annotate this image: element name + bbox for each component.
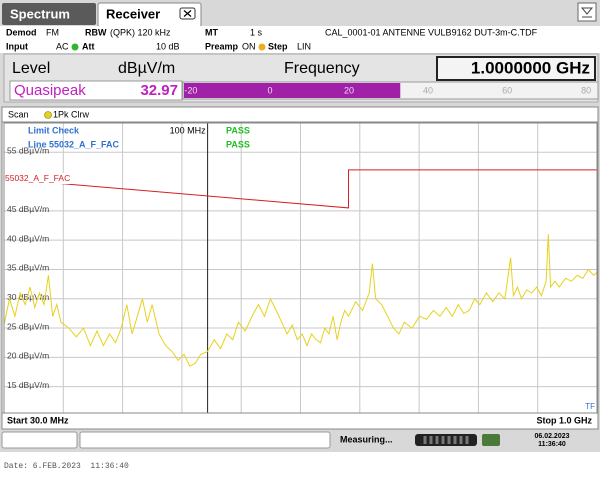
- frequency-label: Frequency: [284, 60, 360, 77]
- y-tick-label: 30 dBµV/m: [7, 292, 49, 302]
- y-tick-label: 35 dBµV/m: [7, 263, 49, 273]
- start-label: Start 30.0 MHz: [7, 415, 69, 425]
- bar-tick-label: 60: [502, 85, 512, 95]
- trace: [3, 234, 598, 367]
- limit-label-bg: [4, 173, 78, 184]
- info-value: (QPK) 120 kHz: [110, 27, 171, 37]
- limit-result: PASS: [226, 125, 250, 135]
- limit-line-label: Line 55032_A_F_FAC: [28, 139, 120, 149]
- info-value: AC: [56, 41, 69, 51]
- tab-label: Receiver: [106, 6, 160, 21]
- info-value: 1 s: [250, 27, 263, 37]
- info-label: Input: [6, 41, 28, 51]
- frequency-box[interactable]: [436, 56, 596, 81]
- footer: Date: 6.FEB.2023 11:36:40: [4, 462, 129, 471]
- level-label: Level: [12, 60, 50, 77]
- info-label: Step: [268, 41, 288, 51]
- info-label: Demod: [6, 27, 37, 37]
- close-x: [183, 10, 192, 17]
- info-value: FM: [46, 27, 59, 37]
- limit-line: [3, 169, 597, 209]
- legend-label: 1Pk Clrw: [53, 109, 90, 119]
- limit-name: 55032_A_F_FAC: [5, 173, 70, 183]
- menu-icon[interactable]: [577, 2, 597, 22]
- detector: Quasipeak: [14, 82, 86, 99]
- bar-tick-label: 80: [581, 85, 591, 95]
- level-bar: [184, 83, 401, 98]
- limit-check: Limit Check: [28, 125, 80, 135]
- scan-label: Scan: [8, 109, 29, 119]
- y-tick-label: 45 dBµV/m: [7, 204, 49, 214]
- info-label: Preamp: [205, 41, 239, 51]
- progress-seg: [423, 436, 469, 444]
- info-label: RBW: [85, 27, 107, 37]
- info-value: LIN: [297, 41, 311, 51]
- transducer: CAL_0001-01 ANTENNE VULB9162 DUT-3m-C.TD…: [325, 27, 538, 37]
- info-label: MT: [205, 27, 218, 37]
- corner-label: TF: [585, 402, 595, 411]
- bar-tick-label: -20: [184, 85, 197, 95]
- limit-line-result: PASS: [226, 139, 250, 149]
- y-tick-label: 55 dBµV/m: [7, 146, 49, 156]
- y-tick-label: 40 dBµV/m: [7, 233, 49, 243]
- led: [258, 43, 266, 51]
- status-field: [79, 431, 331, 449]
- bar-tick-label: 0: [267, 85, 272, 95]
- status-field: [1, 431, 78, 449]
- info-value: ON: [242, 41, 256, 51]
- bar-tick-label: 20: [344, 85, 354, 95]
- trace-dot: [44, 111, 52, 119]
- detector-box: [9, 80, 183, 101]
- info-bg: [0, 26, 600, 53]
- y-tick-label: 20 dBµV/m: [7, 351, 49, 361]
- info-label: Att: [82, 41, 95, 51]
- status-icon: [482, 434, 500, 446]
- tab-spectrum[interactable]: [2, 3, 96, 25]
- level-unit: dBµV/m: [118, 60, 175, 77]
- stop-label: Stop 1.0 GHz: [536, 415, 592, 425]
- tab-label: Spectrum: [10, 6, 70, 21]
- status-date: 06.02.2023: [534, 433, 569, 440]
- status-time: 11:36:40: [538, 441, 566, 448]
- info-value: 10 dB: [156, 41, 180, 51]
- bar-tick-label: 40: [423, 85, 433, 95]
- status-text: Measuring...: [340, 434, 393, 444]
- frequency-value: 1.0000000 GHz: [471, 58, 590, 77]
- menu-glyph: [580, 7, 594, 18]
- y-tick-label: 25 dBµV/m: [7, 321, 49, 331]
- led: [71, 43, 79, 51]
- y-tick-label: 15 dBµV/m: [7, 380, 49, 390]
- marker-label: 100 MHz: [170, 125, 207, 135]
- level-value: 32.97: [140, 82, 178, 99]
